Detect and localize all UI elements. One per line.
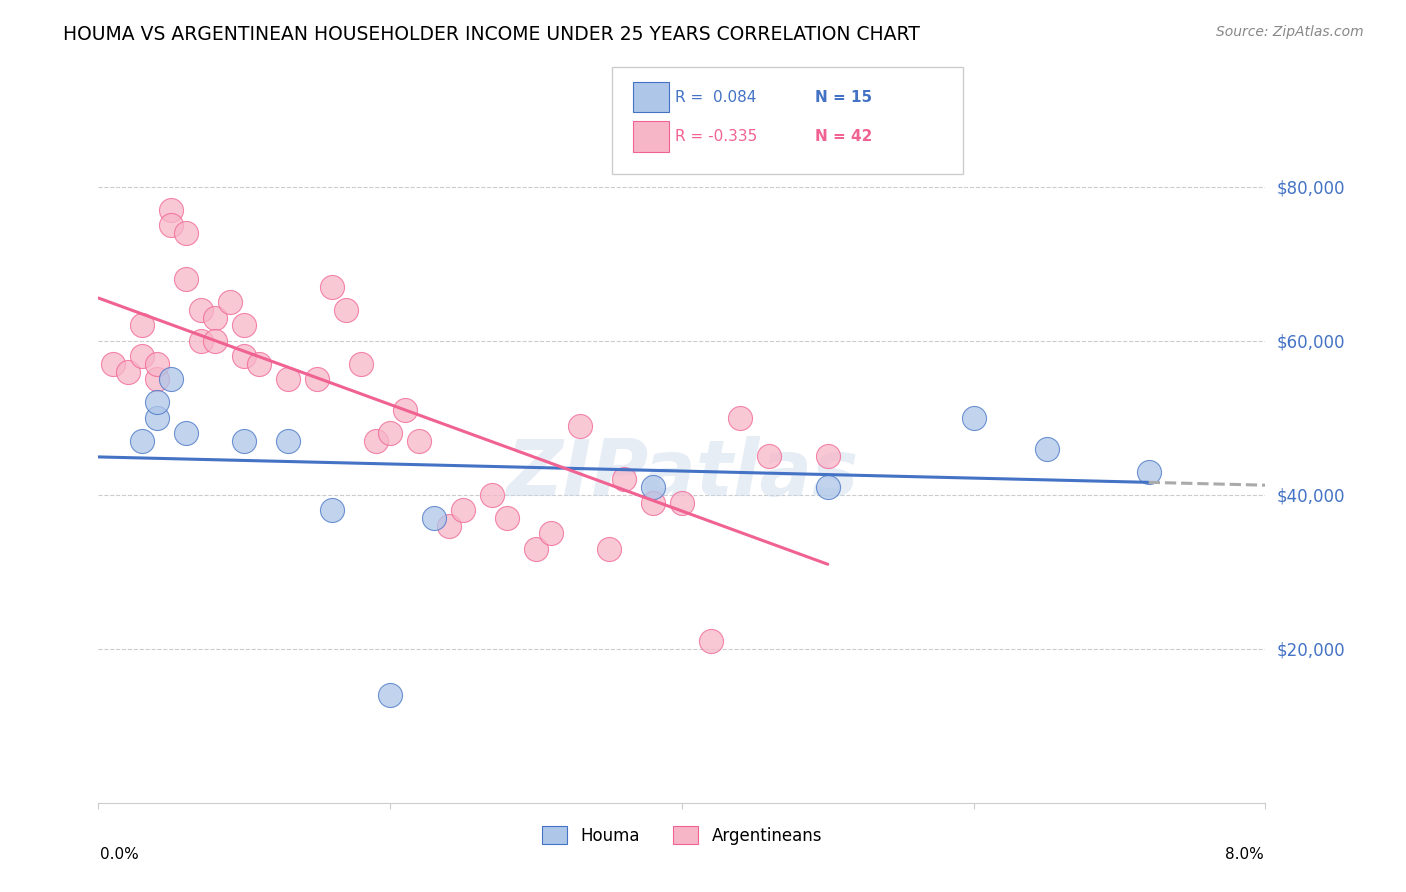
Point [160,372,183,386]
Point [146,410,169,425]
Point [612,472,634,486]
Point [233,349,256,363]
Point [204,334,226,348]
Point [408,434,430,448]
Text: R = -0.335: R = -0.335 [675,129,756,144]
Point [174,272,197,286]
Point [190,334,212,348]
Point [524,541,547,556]
Point [204,310,226,325]
Point [174,426,197,441]
Point [160,202,183,217]
Text: N = 42: N = 42 [815,129,873,144]
Point [247,357,270,371]
Point [1137,465,1160,479]
Point [146,395,169,409]
Point [540,526,562,541]
Point [496,511,519,525]
Point [962,410,984,425]
Point [380,688,402,702]
Point [451,503,474,517]
Point [307,372,329,386]
Text: R =  0.084: R = 0.084 [675,90,756,104]
Point [700,634,723,648]
Text: HOUMA VS ARGENTINEAN HOUSEHOLDER INCOME UNDER 25 YEARS CORRELATION CHART: HOUMA VS ARGENTINEAN HOUSEHOLDER INCOME … [63,25,920,44]
Point [481,488,503,502]
Text: N = 15: N = 15 [815,90,873,104]
Point [233,434,256,448]
Point [1035,442,1057,456]
Point [174,226,197,240]
Point [321,280,343,294]
Point [131,349,153,363]
Point [101,357,124,371]
Point [568,418,591,433]
Point [190,303,212,318]
Point [277,434,299,448]
Text: Source: ZipAtlas.com: Source: ZipAtlas.com [1216,25,1364,39]
Point [350,357,373,371]
Point [364,434,387,448]
Point [671,495,693,509]
Point [641,495,664,509]
Point [335,303,357,318]
Text: 8.0%: 8.0% [1226,847,1264,862]
Point [394,403,416,417]
Point [758,450,780,464]
Point [817,450,839,464]
Point [380,426,402,441]
Point [641,480,664,494]
Point [131,434,153,448]
Point [437,518,460,533]
Point [817,480,839,494]
Point [218,295,240,310]
Point [277,372,299,386]
Point [160,219,183,233]
Point [730,410,752,425]
Point [321,503,343,517]
Point [233,318,256,333]
Text: ZIPatlas: ZIPatlas [506,435,858,512]
Point [117,365,139,379]
Point [146,372,169,386]
Point [598,541,620,556]
Point [146,357,169,371]
Legend: Houma, Argentineans: Houma, Argentineans [533,818,831,853]
Point [423,511,446,525]
Text: 0.0%: 0.0% [100,847,138,862]
Point [131,318,153,333]
